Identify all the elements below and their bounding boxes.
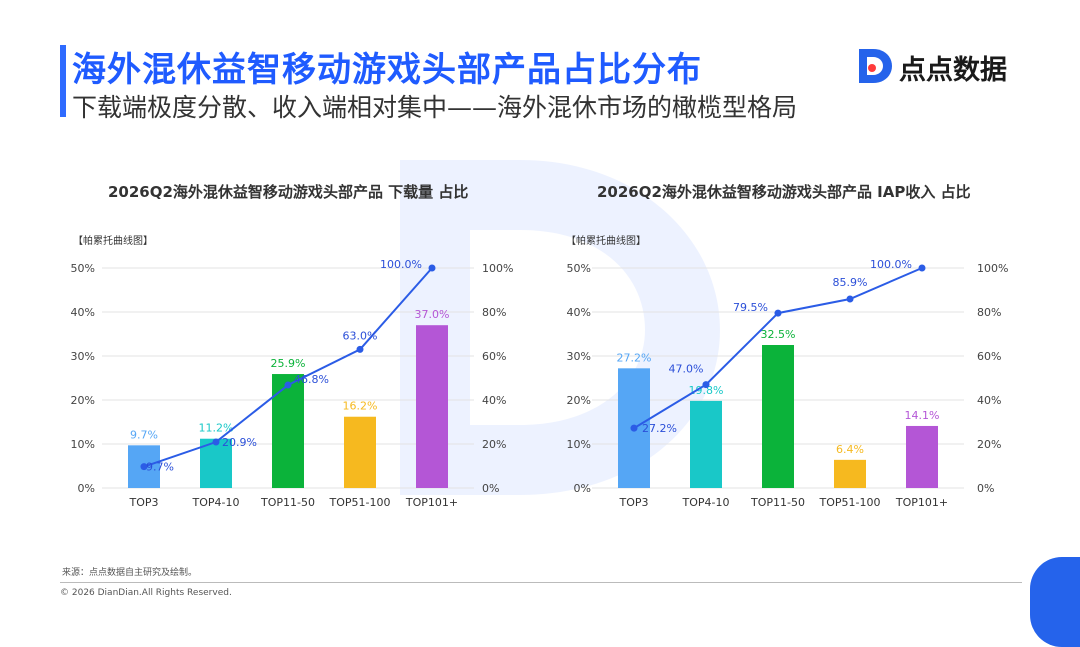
bar	[200, 438, 232, 488]
bar-value-label: 6.4%	[836, 443, 864, 456]
x-tick-label: TOP51-100	[329, 496, 391, 509]
chart-2-tag: 【帕累托曲线图】	[566, 236, 646, 247]
bar-value-label: 16.2%	[343, 400, 378, 413]
cumulative-label: 46.8%	[294, 373, 329, 386]
y2-tick-label: 80%	[977, 306, 1001, 319]
chart-2-title: 2026Q2海外混休益智移动游戏头部产品 IAP收入 占比	[597, 183, 971, 201]
bar	[416, 325, 448, 488]
cumulative-label: 9.7%	[146, 461, 174, 474]
y-tick-label: 50%	[567, 262, 591, 275]
cumulative-label: 27.2%	[642, 422, 677, 435]
x-tick-label: TOP11-50	[750, 496, 805, 509]
x-tick-label: TOP3	[128, 496, 158, 509]
brand-logo: 点点数据	[855, 46, 1045, 86]
copyright-text: © 2026 DianDian.All Rights Reserved.	[60, 588, 232, 598]
y2-tick-label: 100%	[482, 262, 513, 275]
bar-value-label: 37.0%	[415, 308, 450, 321]
y-tick-label: 40%	[71, 306, 95, 319]
x-tick-label: TOP101+	[895, 496, 948, 509]
y2-tick-label: 40%	[482, 394, 506, 407]
page-subtitle: 下载端极度分散、收入端相对集中——海外混休市场的橄榄型格局	[72, 93, 798, 122]
y2-tick-label: 60%	[482, 350, 506, 363]
x-tick-label: TOP51-100	[819, 496, 881, 509]
y2-tick-label: 40%	[977, 394, 1001, 407]
bar-value-label: 27.2%	[617, 351, 652, 364]
footer-divider	[60, 582, 1022, 583]
y2-tick-label: 20%	[482, 438, 506, 451]
y2-tick-label: 80%	[482, 306, 506, 319]
y2-tick-label: 20%	[977, 438, 1001, 451]
diandian-logo-icon	[859, 49, 892, 83]
y-tick-label: 0%	[574, 482, 591, 495]
cumulative-label: 100.0%	[380, 258, 422, 271]
y2-tick-label: 60%	[977, 350, 1001, 363]
cumulative-point	[212, 438, 220, 446]
cumulative-point	[140, 463, 148, 471]
cumulative-point	[918, 264, 926, 272]
chart-1-title: 2026Q2海外混休益智移动游戏头部产品 下载量 占比	[108, 183, 469, 201]
bar-value-label: 11.2%	[199, 422, 234, 435]
bar	[690, 400, 722, 488]
chart-2-iap-revenue: 0% 10% 20% 30% 40% 50% 0% 20% 40% 60% 80% 100% 27.2%…	[567, 258, 1009, 509]
x-tick-label: TOP4-10	[682, 496, 730, 509]
y-tick-label: 40%	[567, 306, 591, 319]
cumulative-point	[846, 295, 854, 303]
cumulative-label: 20.9%	[222, 436, 257, 449]
brand-logo-text: 点点数据	[899, 55, 1007, 86]
y2-tick-label: 100%	[977, 262, 1008, 275]
x-tick-label: TOP11-50	[260, 496, 315, 509]
corner-decoration	[1030, 557, 1080, 647]
x-tick-label: TOP3	[618, 496, 648, 509]
bar-value-label: 9.7%	[130, 428, 158, 441]
y-tick-label: 30%	[71, 350, 95, 363]
x-tick-label: TOP4-10	[192, 496, 240, 509]
cumulative-point	[428, 264, 436, 272]
y-tick-label: 20%	[71, 394, 95, 407]
bar	[834, 459, 866, 488]
cumulative-label: 100.0%	[870, 258, 912, 271]
y-tick-label: 30%	[567, 350, 591, 363]
cumulative-label: 47.0%	[669, 363, 704, 376]
bar	[906, 425, 938, 488]
y2-tick-label: 0%	[977, 482, 994, 495]
cumulative-point	[774, 309, 782, 317]
chart-1-tag: 【帕累托曲线图】	[73, 236, 153, 247]
bar-value-label: 14.1%	[905, 409, 940, 422]
title-accent-bar	[60, 45, 66, 117]
bar-value-label: 25.9%	[271, 357, 306, 370]
chart-1-downloads: 0% 10% 20% 30% 40% 50% 0% 20% 40% 60% 80% 100% 9.7% T…	[71, 258, 514, 509]
page-title: 海外混休益智移动游戏头部产品占比分布	[72, 50, 702, 90]
cumulative-label: 85.9%	[833, 276, 868, 289]
y-tick-label: 20%	[567, 394, 591, 407]
cumulative-label: 63.0%	[343, 329, 378, 342]
source-note: 来源：点点数据自主研究及绘制。	[62, 568, 198, 578]
bar-value-label: 32.5%	[761, 328, 796, 341]
y-tick-label: 0%	[78, 482, 95, 495]
y-tick-label: 10%	[71, 438, 95, 451]
y2-tick-label: 0%	[482, 482, 499, 495]
bar	[762, 345, 794, 488]
cumulative-label: 79.5%	[733, 301, 768, 314]
bar-value-label: 19.8%	[689, 384, 724, 397]
y-tick-label: 50%	[71, 262, 95, 275]
cumulative-point	[702, 381, 710, 389]
cumulative-point	[356, 345, 364, 353]
cumulative-point	[630, 424, 638, 432]
bar	[344, 416, 376, 488]
y-tick-label: 10%	[567, 438, 591, 451]
cumulative-point	[284, 381, 292, 389]
x-tick-label: TOP101+	[405, 496, 458, 509]
